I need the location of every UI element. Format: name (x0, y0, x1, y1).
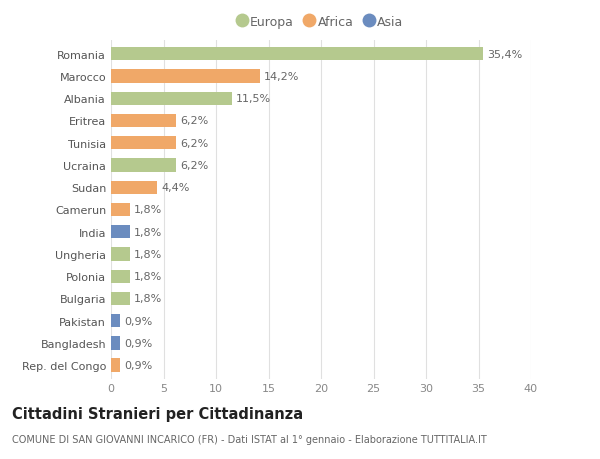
Bar (111, 159, 176, 172)
Text: 1,8%: 1,8% (134, 272, 163, 281)
Text: 11,5%: 11,5% (236, 94, 271, 104)
Text: COMUNE DI SAN GIOVANNI INCARICO (FR) - Dati ISTAT al 1° gennaio - Elaborazione T: COMUNE DI SAN GIOVANNI INCARICO (FR) - D… (12, 434, 487, 444)
Text: 1,8%: 1,8% (134, 249, 163, 259)
Text: 1,8%: 1,8% (134, 227, 163, 237)
Bar (111, 336, 121, 350)
Bar (111, 137, 176, 150)
Text: 6,2%: 6,2% (181, 161, 209, 171)
Bar (111, 314, 121, 328)
Text: 14,2%: 14,2% (264, 72, 299, 82)
Bar (111, 225, 130, 239)
Text: 1,8%: 1,8% (134, 205, 163, 215)
Bar (111, 92, 232, 106)
Legend: Europa, Africa, Asia: Europa, Africa, Asia (239, 16, 403, 28)
Text: 6,2%: 6,2% (181, 116, 209, 126)
Bar (111, 70, 260, 84)
Text: 0,9%: 0,9% (125, 338, 153, 348)
Bar (111, 358, 121, 372)
Bar (111, 48, 482, 62)
Bar (111, 292, 130, 305)
Bar (111, 115, 176, 128)
Text: 6,2%: 6,2% (181, 139, 209, 148)
Text: 35,4%: 35,4% (487, 50, 522, 60)
Bar (111, 270, 130, 283)
Text: 0,9%: 0,9% (125, 360, 153, 370)
Text: 1,8%: 1,8% (134, 294, 163, 304)
Text: Cittadini Stranieri per Cittadinanza: Cittadini Stranieri per Cittadinanza (12, 406, 303, 421)
Text: 0,9%: 0,9% (125, 316, 153, 326)
Bar (111, 203, 130, 217)
Bar (111, 248, 130, 261)
Bar (111, 181, 157, 195)
Text: 4,4%: 4,4% (161, 183, 190, 193)
